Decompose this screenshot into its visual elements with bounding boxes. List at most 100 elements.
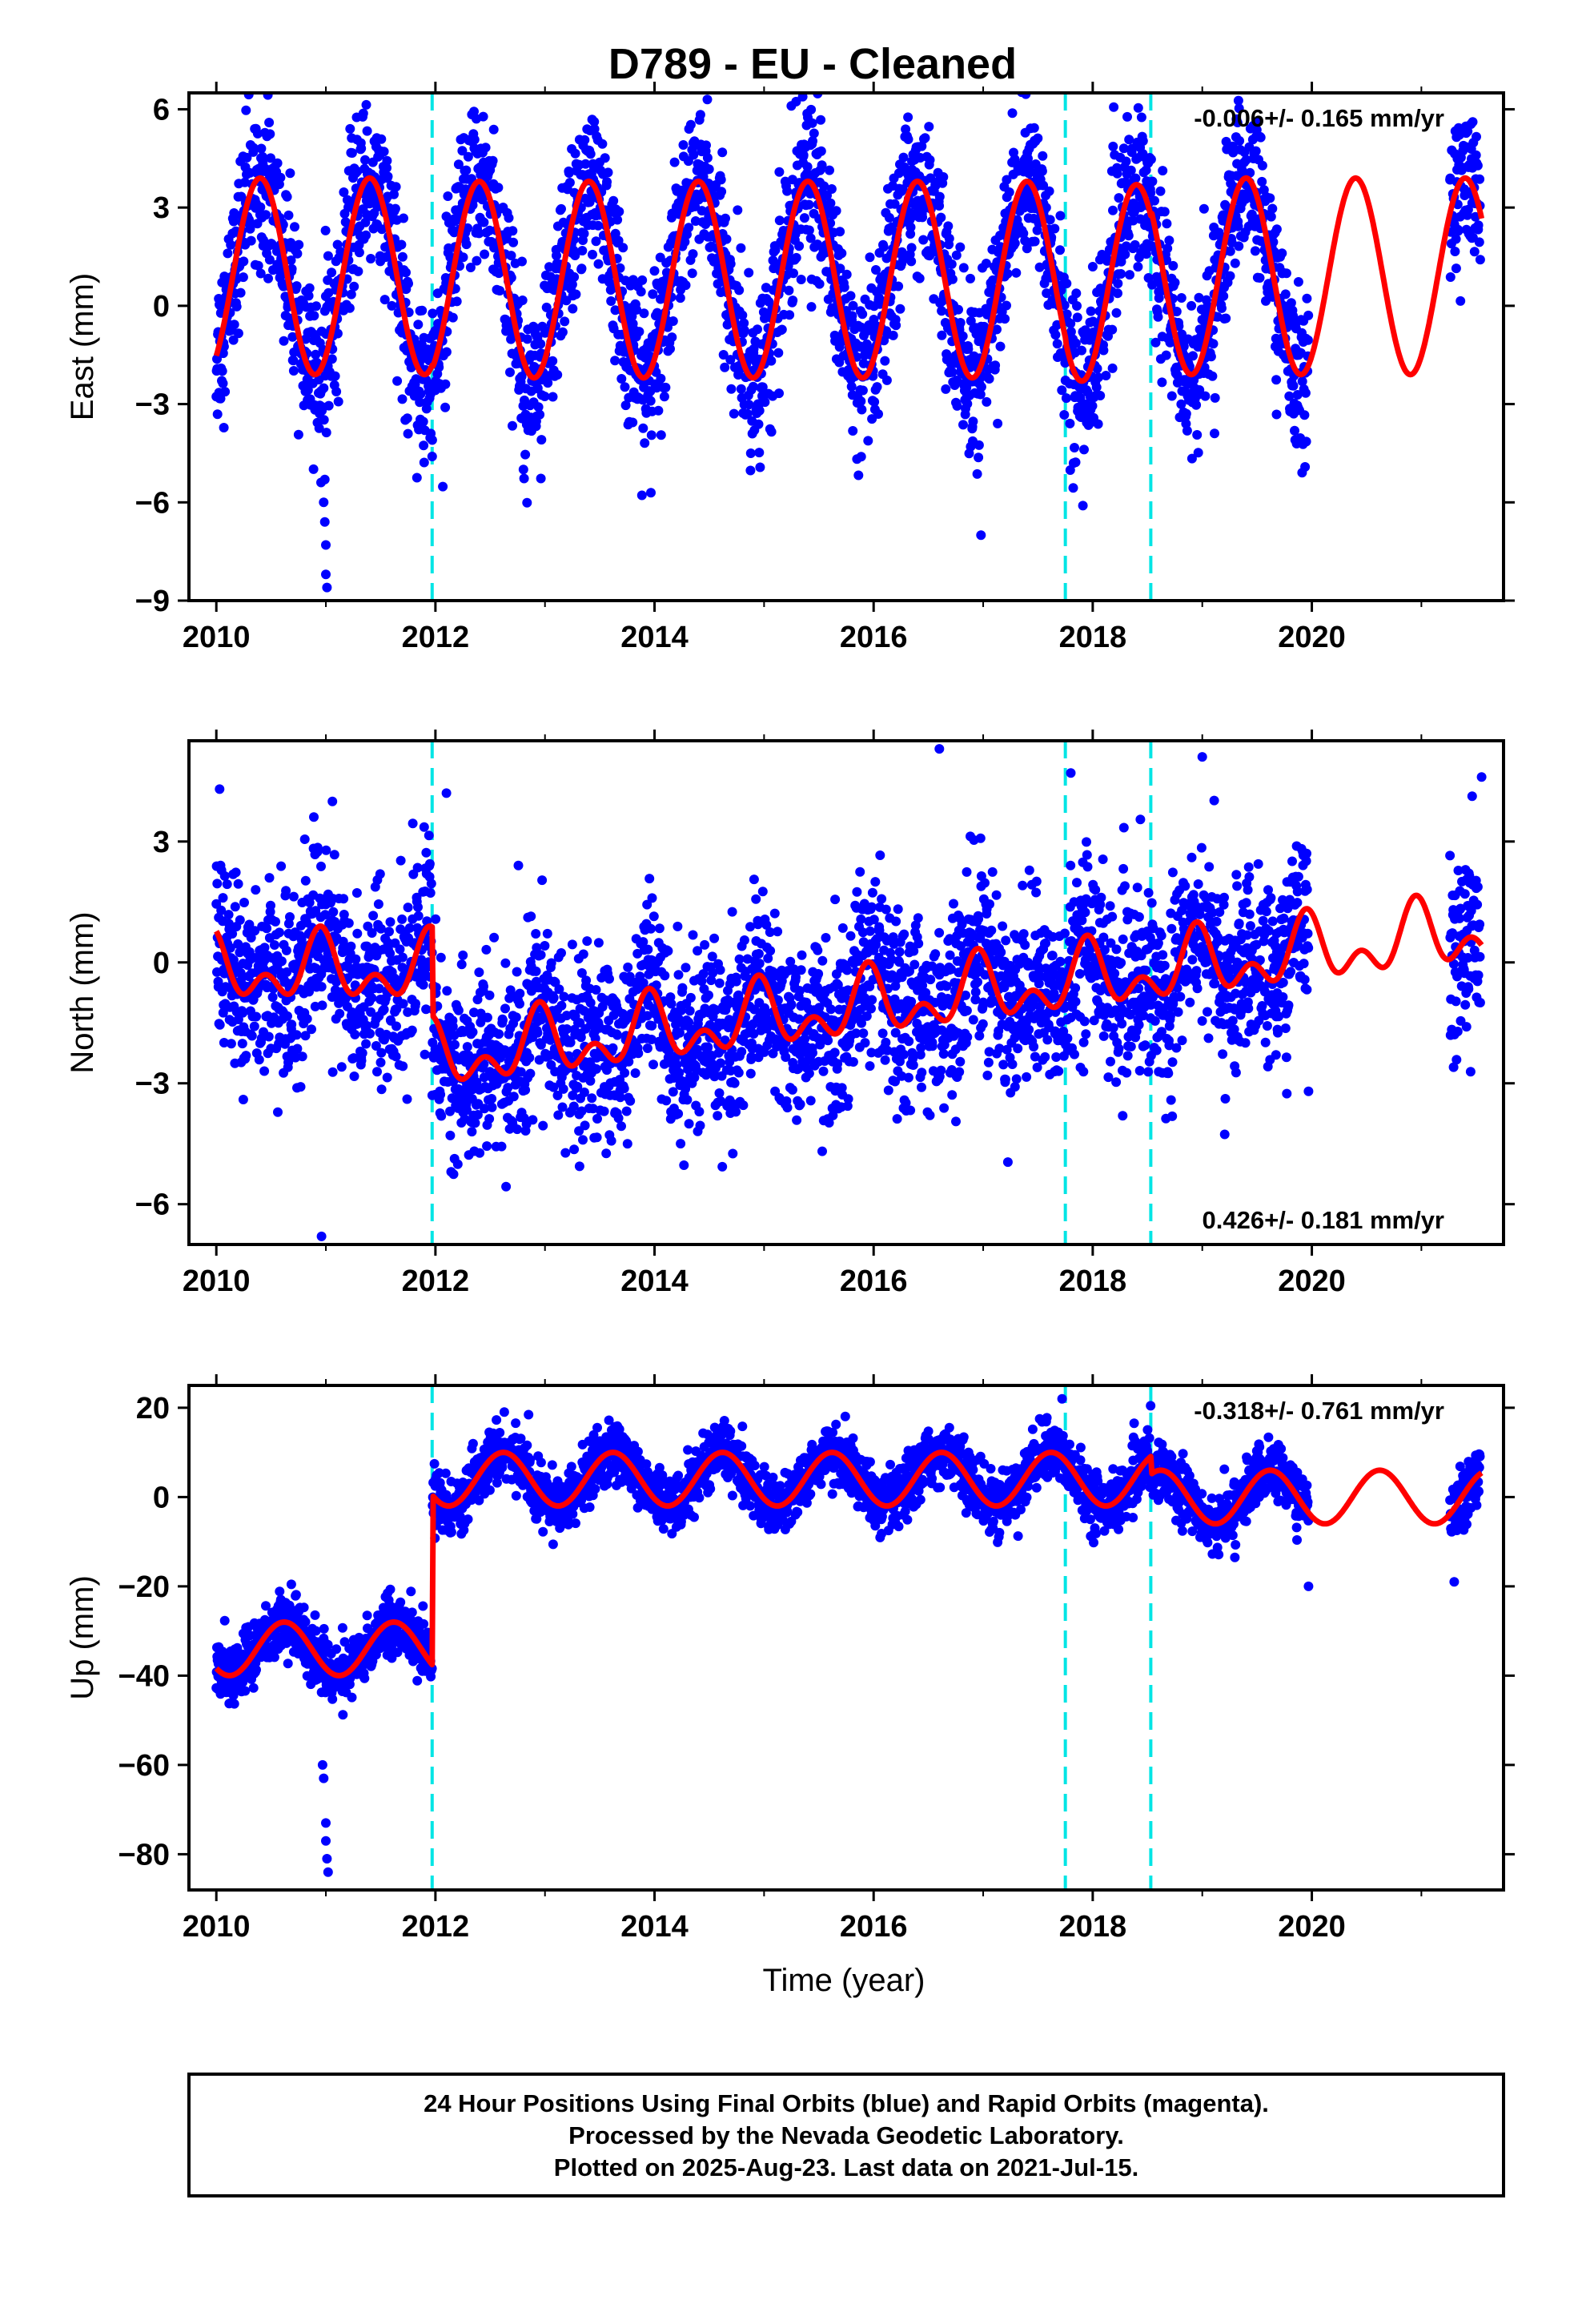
data-point [606,1136,616,1146]
data-point [250,926,260,936]
data-point [1109,102,1119,112]
data-point [718,350,729,360]
data-point [1146,187,1156,198]
data-point [276,861,287,871]
data-point [720,1035,730,1045]
data-point [231,301,242,312]
data-point [893,281,904,292]
data-point [646,1035,656,1044]
data-point [684,223,694,233]
data-point [319,497,329,508]
data-point [606,296,616,306]
data-point [1011,267,1022,278]
data-point [1041,203,1051,213]
data-point [294,239,304,250]
data-point [481,944,492,955]
data-point [903,112,913,123]
data-point [319,415,329,425]
data-point [351,888,362,898]
data-point [917,212,928,223]
data-point [244,919,255,930]
data-point [603,167,613,178]
data-point [819,181,829,191]
data-point [254,1055,264,1065]
data-point [841,269,852,279]
data-point [506,251,516,261]
data-point [1471,150,1481,160]
data-point [981,259,991,268]
data-point [1199,362,1210,372]
data-point [554,984,564,995]
data-point [681,280,691,291]
data-point [661,382,671,392]
data-point [321,540,331,550]
data-point [1463,127,1473,136]
data-point [230,902,240,912]
data-point [1232,118,1243,127]
data-point [259,943,270,953]
data-point [674,1068,685,1078]
data-point [1208,339,1219,349]
data-point [413,902,423,912]
data-point [319,517,330,527]
data-point [1451,234,1461,244]
plot-area [211,82,1485,601]
data-point [620,382,630,392]
data-point [845,291,856,301]
data-point [469,107,479,117]
data-point [418,416,428,427]
data-point [673,1108,684,1119]
data-point [602,177,612,187]
data-point [327,267,337,278]
data-point [484,225,495,235]
x-tick-label: 2014 [620,621,689,654]
data-point [568,1090,578,1100]
data-point [282,967,292,977]
x-tick-label: 2016 [840,621,908,654]
data-point [504,213,514,223]
data-point [576,263,587,274]
data-point [906,256,917,267]
data-point [528,1115,538,1125]
data-point [905,222,916,232]
data-point [1138,136,1148,146]
data-point [458,252,468,263]
x-tick-label: 2018 [1059,621,1127,654]
data-point [1243,82,1253,92]
data-point [376,134,387,144]
data-point [888,330,898,340]
data-point [733,369,744,379]
data-point [362,126,372,136]
data-point [537,875,548,886]
data-point [377,224,387,235]
data-point [403,428,413,439]
data-point [560,1148,571,1158]
data-point [564,178,575,187]
data-point [508,226,518,236]
data-point [252,128,263,139]
data-point [266,153,275,163]
data-point [672,1059,682,1070]
data-point [482,1012,492,1023]
data-point [663,946,673,956]
data-point [974,440,984,450]
data-point [517,256,527,267]
data-point [484,990,495,1000]
data-point [283,1057,294,1068]
data-point [1133,103,1143,113]
data-point [918,235,929,245]
data-point [1281,268,1291,279]
data-point [442,986,452,996]
data-point [653,405,664,416]
data-point [580,159,591,169]
data-point [292,1043,303,1054]
data-point [421,1004,432,1015]
data-point [579,1088,589,1097]
data-point [917,141,927,151]
data-point [475,1148,485,1158]
data-point [742,954,753,964]
data-point [707,951,717,962]
data-point [976,530,986,541]
data-point [272,158,283,168]
data-point [592,1114,602,1124]
